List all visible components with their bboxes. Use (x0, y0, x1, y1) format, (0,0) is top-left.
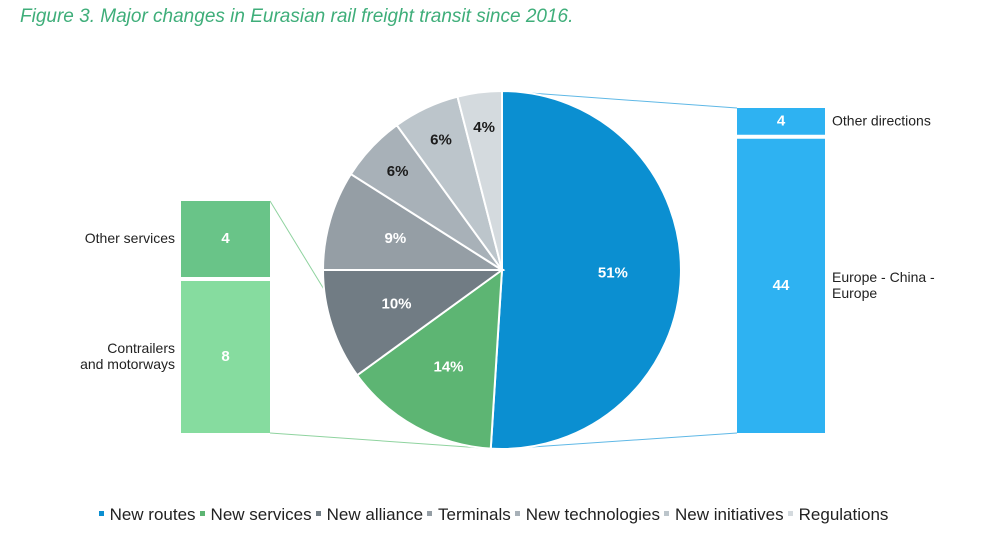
bar-value-label: 44 (773, 277, 790, 294)
bar-segment-europe-china-europe (737, 138, 825, 433)
pie-slice-label: 14% (433, 358, 463, 375)
legend-swatch (98, 511, 104, 517)
bar-category-label: Other services (85, 230, 175, 246)
connector-line-bottom-right (501, 432, 738, 450)
legend-item-new-routes: New routes (98, 505, 196, 525)
legend-label: New routes (109, 505, 196, 524)
pie-slice-label: 51% (598, 264, 628, 281)
chart-title: Figure 3. Major changes in Eurasian rail… (20, 6, 574, 27)
legend-label: New initiatives (674, 505, 784, 524)
legend-item-terminals: Terminals (427, 505, 511, 525)
legend-label: New technologies (525, 505, 660, 524)
connector-line-top-right (501, 90, 738, 109)
pie-slice-terminals (321, 172, 506, 271)
pie-slice-regulations (456, 89, 503, 271)
bar-value-label: 4 (777, 112, 786, 129)
bar-segment-contrailers-and-motorways (181, 281, 270, 433)
bar-category-label: Europe - China -Europe (832, 269, 935, 301)
legend-item-new-initiatives: New initiatives (663, 505, 784, 525)
bar-segment-other-directions (737, 108, 825, 135)
connector-line-bottom-left (269, 432, 497, 450)
legend-swatch (787, 511, 793, 517)
bar-category-label: Contrailers and motorways (80, 340, 175, 372)
pie-slice-label: 6% (430, 131, 452, 148)
legend-item-new-technologies: New technologies (514, 505, 660, 525)
legend-label: New services (210, 505, 312, 524)
legend-label: Regulations (798, 505, 889, 524)
legend-swatch (514, 511, 520, 517)
legend-label: Terminals (438, 505, 511, 524)
pie-slice-label: 9% (385, 230, 407, 247)
legend-item-regulations: Regulations (787, 505, 889, 525)
pie-slice-new-routes (489, 89, 682, 450)
legend-swatch (199, 511, 205, 517)
pie-slice-label: 4% (473, 119, 495, 136)
legend-item-new-alliance: New alliance (315, 505, 424, 525)
chart-legend: New routes New services New alliance Termin… (0, 505, 987, 525)
pie-slice-new-alliance (321, 269, 506, 377)
bar-category-label: Other directions (832, 112, 931, 128)
bar-value-label: 8 (221, 348, 229, 365)
bar-segment-other-services (181, 201, 270, 277)
legend-swatch (427, 511, 433, 517)
bar-value-label: 4 (221, 230, 230, 247)
pie-slice-new-services (355, 267, 504, 450)
legend-swatch (663, 511, 669, 517)
pie-slice-label: 10% (381, 295, 411, 312)
legend-swatch (315, 511, 321, 517)
legend-label: New alliance (326, 505, 424, 524)
pie-slice-label: 6% (387, 163, 409, 180)
legend-item-new-services: New services (199, 505, 312, 525)
